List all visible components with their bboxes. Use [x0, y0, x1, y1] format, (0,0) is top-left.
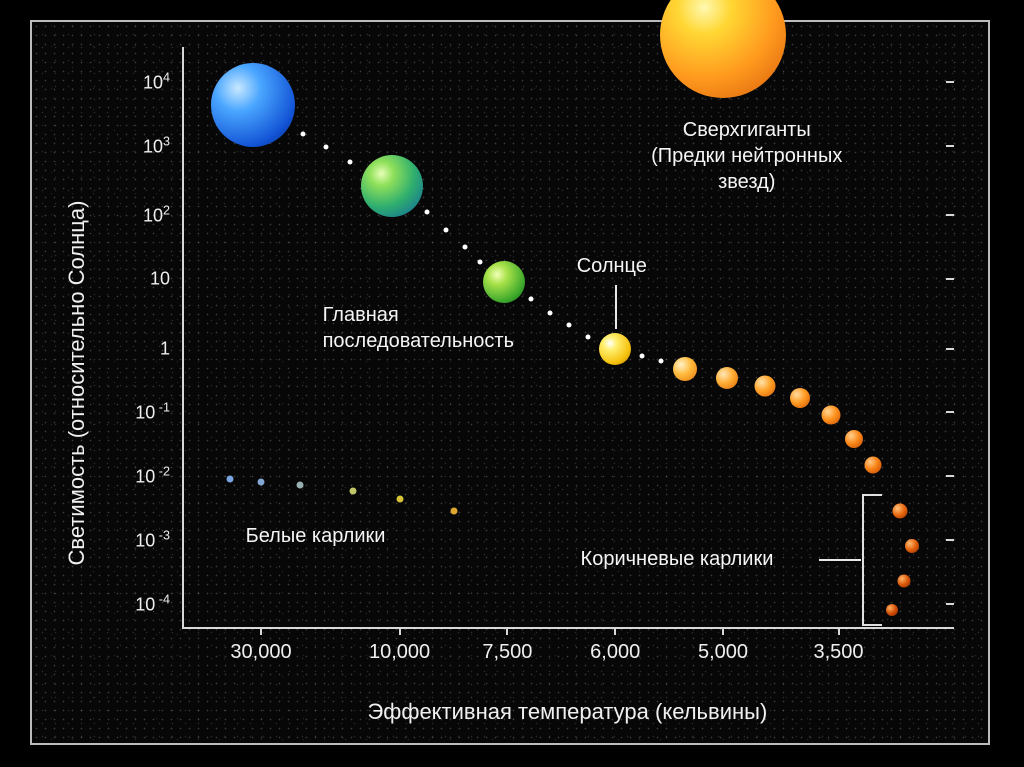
main-sequence-star: [599, 333, 631, 365]
brown-dwarf-star: [897, 574, 910, 587]
y-tick-mark: [946, 214, 954, 216]
white-dwarf-star: [350, 487, 357, 494]
main-sequence-star: [755, 376, 776, 397]
y-tick-label: 102: [143, 204, 184, 227]
white-dwarf-star: [296, 481, 303, 488]
supergiant-star: [660, 0, 786, 98]
x-tick-mark: [722, 627, 724, 635]
y-tick-label: 10: [150, 269, 184, 290]
main-sequence-star: [211, 63, 295, 147]
brown-dwarfs-label: Коричневые карлики: [581, 546, 774, 572]
white-dwarf-star: [227, 476, 234, 483]
sequence-dot: [463, 245, 468, 250]
supergiant-label-line2: (Предки нейтронных: [627, 143, 867, 169]
y-tick-mark: [946, 145, 954, 147]
sequence-dot: [547, 310, 552, 315]
white-dwarf-star: [258, 479, 265, 486]
y-tick-label: 10 -2: [135, 465, 184, 488]
sequence-dot: [528, 297, 533, 302]
y-tick-mark: [946, 475, 954, 477]
main-sequence-star: [361, 155, 423, 217]
y-tick-mark: [946, 81, 954, 83]
y-tick-label: 10 -4: [135, 592, 184, 615]
main-sequence-star: [716, 367, 738, 389]
brown-dwarf-star: [893, 504, 908, 519]
brown-dwarf-star: [886, 604, 898, 616]
brown-dwarf-star: [905, 539, 919, 553]
main-sequence-star: [483, 261, 525, 303]
y-tick-label: 103: [143, 134, 184, 157]
sequence-dot: [347, 159, 352, 164]
main-sequence-label-line2: последовательность: [323, 328, 514, 354]
main-sequence-label-line1: Главная: [323, 302, 514, 328]
sequence-dot: [443, 227, 448, 232]
white-dwarfs-label: Белые карлики: [246, 523, 386, 549]
x-axis-label: Эффективная температура (кельвины): [367, 699, 767, 725]
x-tick-mark: [260, 627, 262, 635]
main-sequence-star: [790, 388, 810, 408]
x-tick-mark: [399, 627, 401, 635]
sun-pointer: [615, 285, 617, 329]
y-tick-mark: [946, 539, 954, 541]
main-sequence-label: Главная последовательность: [323, 302, 514, 354]
y-tick-label: 10 -1: [135, 401, 184, 424]
main-sequence-star: [865, 456, 882, 473]
y-tick-mark: [946, 411, 954, 413]
main-sequence-star: [821, 406, 840, 425]
y-tick-label: 104: [143, 70, 184, 93]
x-tick-mark: [838, 627, 840, 635]
x-tick-mark: [506, 627, 508, 635]
sequence-dot: [567, 323, 572, 328]
supergiant-label: Сверхгиганты (Предки нейтронных звезд): [627, 117, 867, 195]
brown-dwarfs-pointer: [819, 559, 861, 561]
sun-label: Солнце: [577, 253, 647, 279]
y-tick-mark: [946, 603, 954, 605]
sequence-dot: [301, 132, 306, 137]
sequence-dot: [586, 335, 591, 340]
sequence-dot: [659, 359, 664, 364]
y-axis-label: Светимость (относительно Солнца): [64, 200, 90, 565]
main-sequence-star: [673, 357, 697, 381]
sequence-dot: [640, 353, 645, 358]
y-tick-mark: [946, 278, 954, 280]
y-tick-mark: [946, 348, 954, 350]
main-sequence-star: [845, 430, 863, 448]
sequence-dot: [324, 145, 329, 150]
chart-frame: Светимость (относительно Солнца) Эффекти…: [30, 20, 990, 745]
white-dwarf-star: [450, 508, 457, 515]
sequence-dot: [424, 210, 429, 215]
brown-dwarfs-bracket: [862, 494, 882, 626]
supergiant-label-line3: звезд): [627, 169, 867, 195]
supergiant-label-line1: Сверхгиганты: [627, 117, 867, 143]
x-tick-mark: [614, 627, 616, 635]
y-tick-label: 10 -3: [135, 529, 184, 552]
y-tick-label: 1: [160, 338, 184, 359]
white-dwarf-star: [396, 496, 403, 503]
plot-area: Сверхгиганты (Предки нейтронных звезд) С…: [182, 47, 954, 629]
sequence-dot: [478, 259, 483, 264]
